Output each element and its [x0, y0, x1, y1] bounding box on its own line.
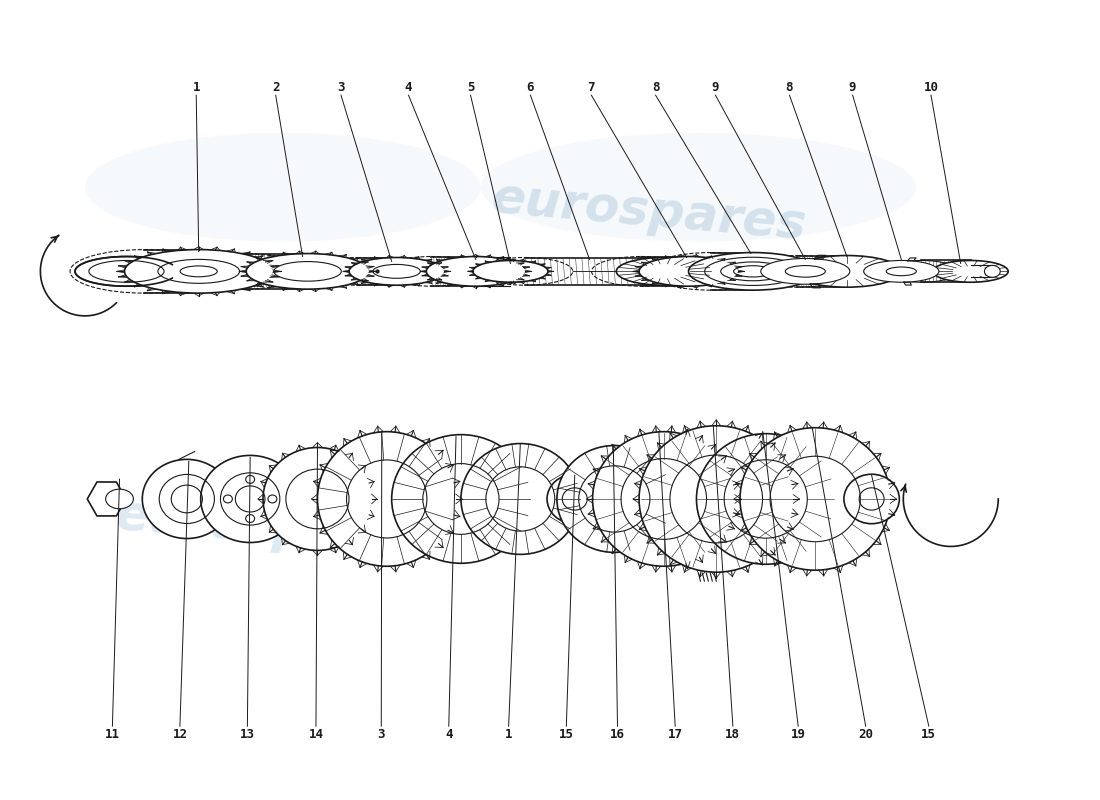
- Text: 12: 12: [173, 727, 187, 741]
- Ellipse shape: [933, 261, 1009, 282]
- Ellipse shape: [223, 495, 232, 503]
- Text: 1: 1: [192, 81, 200, 94]
- Ellipse shape: [318, 432, 456, 566]
- Ellipse shape: [246, 254, 368, 289]
- Ellipse shape: [349, 258, 444, 286]
- Ellipse shape: [761, 258, 850, 284]
- Text: 5: 5: [466, 81, 474, 94]
- Ellipse shape: [883, 261, 959, 282]
- Text: 16: 16: [610, 727, 625, 741]
- Ellipse shape: [639, 257, 738, 286]
- Text: 3: 3: [338, 81, 344, 94]
- Ellipse shape: [844, 474, 900, 524]
- Text: 1: 1: [505, 727, 513, 741]
- Ellipse shape: [864, 261, 939, 282]
- Ellipse shape: [461, 443, 580, 554]
- Text: 8: 8: [652, 81, 659, 94]
- Ellipse shape: [200, 455, 299, 542]
- Text: 19: 19: [791, 727, 805, 741]
- Ellipse shape: [142, 459, 231, 538]
- Ellipse shape: [547, 474, 603, 524]
- Text: 14: 14: [308, 727, 323, 741]
- Text: eurospares: eurospares: [113, 491, 432, 566]
- Ellipse shape: [689, 253, 817, 290]
- Ellipse shape: [427, 257, 526, 286]
- Ellipse shape: [616, 258, 712, 286]
- Text: 11: 11: [104, 727, 120, 741]
- Ellipse shape: [557, 446, 672, 552]
- Ellipse shape: [473, 261, 548, 282]
- Ellipse shape: [239, 262, 298, 280]
- Ellipse shape: [75, 257, 178, 286]
- Text: 4: 4: [446, 727, 452, 741]
- Ellipse shape: [740, 428, 890, 570]
- Ellipse shape: [245, 475, 254, 483]
- Ellipse shape: [984, 266, 1000, 278]
- Text: 9: 9: [849, 81, 857, 94]
- Ellipse shape: [245, 514, 254, 522]
- Text: 13: 13: [240, 727, 255, 741]
- Ellipse shape: [792, 255, 901, 287]
- Text: 6: 6: [527, 81, 535, 94]
- Text: 3: 3: [377, 727, 385, 741]
- Text: 20: 20: [858, 727, 873, 741]
- Text: 15: 15: [559, 727, 574, 741]
- Ellipse shape: [639, 426, 793, 572]
- Text: 8: 8: [785, 81, 793, 94]
- Ellipse shape: [481, 133, 916, 242]
- Text: 15: 15: [922, 727, 936, 741]
- Ellipse shape: [263, 447, 372, 550]
- Ellipse shape: [85, 133, 481, 242]
- Ellipse shape: [477, 258, 573, 286]
- Ellipse shape: [209, 262, 268, 280]
- Ellipse shape: [106, 489, 133, 509]
- Text: 4: 4: [405, 81, 412, 94]
- Text: 2: 2: [272, 81, 279, 94]
- Ellipse shape: [268, 495, 277, 503]
- Ellipse shape: [593, 432, 735, 566]
- Text: 18: 18: [725, 727, 740, 741]
- Text: 10: 10: [924, 81, 938, 94]
- Text: 9: 9: [712, 81, 719, 94]
- Ellipse shape: [124, 250, 273, 293]
- Text: 7: 7: [587, 81, 595, 94]
- Ellipse shape: [696, 434, 835, 564]
- Ellipse shape: [392, 434, 530, 563]
- Text: 17: 17: [668, 727, 683, 741]
- Text: eurospares: eurospares: [490, 174, 808, 250]
